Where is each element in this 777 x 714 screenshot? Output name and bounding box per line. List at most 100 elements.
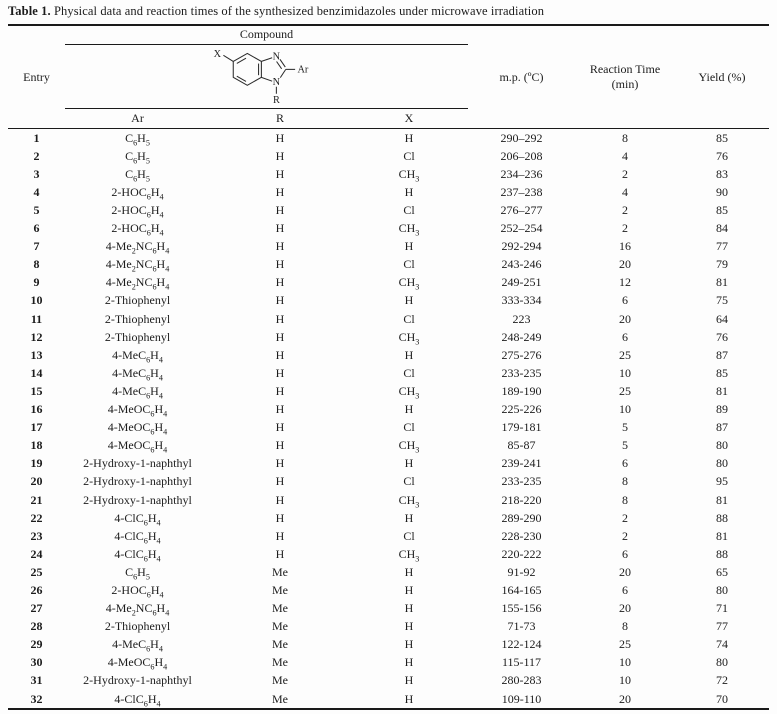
table-row: 26 2-HOC6H4 Me H 164-165 6 80 [8, 582, 769, 600]
col-header-entry: Entry [8, 25, 65, 130]
mp-cell: 233-235 [501, 365, 542, 380]
ar-cell: 2-Thiophenyl [104, 293, 171, 308]
x-cell: H [404, 510, 414, 525]
r-cell: H [275, 239, 285, 254]
table-row: 22 4-ClC6H4 H H 289-290 2 88 [8, 509, 769, 527]
table-row: 27 4-Me2NC6H4 Me H 155-156 20 71 [8, 600, 769, 618]
x-cell: H [404, 655, 414, 670]
entry-cell: 26 [30, 582, 43, 597]
reaction-time-cell: 8 [622, 492, 628, 507]
yield-cell: 64 [716, 311, 728, 326]
col-subheader-ar: Ar [65, 108, 210, 130]
r-cell: H [275, 311, 285, 326]
r-cell: Me [272, 637, 288, 652]
entry-cell: 22 [30, 510, 43, 525]
r-cell: Me [272, 655, 288, 670]
yield-cell: 65 [716, 564, 728, 579]
yield-cell: 76 [716, 148, 728, 163]
yield-cell: 80 [716, 655, 728, 670]
mp-cell: 275-276 [501, 347, 542, 362]
reaction-time-cell: 20 [619, 564, 631, 579]
col-header-yield: Yield (%) [675, 25, 769, 130]
r-cell: H [275, 365, 285, 380]
mp-cell: 252–254 [500, 221, 543, 236]
table-row: 18 4-MeOC6H4 H CH3 85-87 5 80 [8, 437, 769, 455]
r-cell: H [275, 347, 285, 362]
mp-cell: 85-87 [507, 438, 536, 453]
structure-ar-label: Ar [297, 65, 308, 76]
table-row: 25 C6H5 Me H 91-92 20 65 [8, 563, 769, 581]
ar-cell: 4-MeOC6H4 [107, 420, 168, 437]
mp-cell: 220-222 [501, 546, 542, 561]
mp-cell: 233-235 [501, 474, 542, 489]
yield-cell: 95 [716, 474, 728, 489]
mp-cell: 292-294 [501, 239, 542, 254]
x-cell: Cl [403, 311, 415, 326]
yield-cell: 81 [716, 528, 728, 543]
ar-cell: 2-Thiophenyl [104, 311, 171, 326]
ar-cell: 4-MeC6H4 [112, 637, 163, 654]
mp-cell: 249-251 [501, 275, 542, 290]
table-row: 10 2-Thiophenyl H H 333-334 6 75 [8, 292, 769, 310]
entry-cell: 3 [33, 166, 40, 181]
r-cell: H [275, 420, 285, 435]
r-cell: Me [272, 673, 288, 688]
entry-cell: 8 [33, 257, 40, 272]
entry-cell: 29 [30, 637, 43, 652]
x-cell: H [404, 402, 414, 417]
ar-cell: C6H5 [125, 564, 150, 582]
table-row: 28 2-Thiophenyl Me H 71-73 8 77 [8, 618, 769, 636]
yield-cell: 83 [716, 166, 728, 181]
reaction-time-cell: 6 [622, 329, 628, 344]
ar-cell: 2-Hydroxy-1-naphthyl [83, 673, 192, 688]
table-row: 3 C6H5 H CH3 234–236 2 83 [8, 165, 769, 183]
entry-cell: 24 [30, 546, 43, 561]
r-cell: H [275, 257, 285, 272]
reaction-time-cell: 4 [622, 184, 628, 199]
benzimidazole-structure-drawing: X N N Ar R [213, 49, 308, 106]
reaction-time-cell: 6 [622, 582, 628, 597]
x-cell: H [404, 347, 414, 362]
mp-cell: 290–292 [500, 130, 543, 145]
structure-n-bottom-label: N [272, 77, 280, 88]
ar-cell: 4-MeOC6H4 [107, 402, 168, 419]
reaction-time-cell: 16 [619, 239, 631, 254]
reaction-time-cell: 20 [619, 601, 631, 616]
yield-cell: 71 [716, 601, 728, 616]
reaction-time-cell: 2 [622, 221, 628, 236]
mp-cell: 223 [512, 311, 531, 326]
ar-cell: 2-Thiophenyl [104, 329, 171, 344]
reaction-time-cell: 4 [622, 148, 628, 163]
entry-cell: 31 [30, 673, 43, 688]
mp-cell: 243-246 [501, 257, 542, 272]
table-row: 14 4-MeC6H4 H Cl 233-235 10 85 [8, 364, 769, 382]
yield-cell: 81 [716, 383, 728, 398]
x-cell: Cl [403, 474, 415, 489]
mp-cell: 248-249 [501, 329, 542, 344]
mp-cell: 115-117 [501, 655, 542, 670]
bond-c-n-top [260, 57, 272, 62]
x-cell: Cl [403, 148, 415, 163]
entry-cell: 10 [30, 293, 43, 308]
mp-cell: 289-290 [501, 510, 542, 525]
mp-cell: 155-156 [501, 601, 542, 616]
table-row: 6 2-HOC6H4 H CH3 252–254 2 84 [8, 220, 769, 238]
reaction-time-cell: 10 [619, 402, 631, 417]
entry-cell: 5 [33, 203, 40, 218]
r-cell: H [275, 166, 285, 181]
benzene-ring [232, 52, 262, 86]
yield-cell: 70 [716, 691, 728, 706]
r-cell: H [275, 492, 285, 507]
x-bond [222, 54, 234, 62]
mp-cell: 234–236 [500, 166, 543, 181]
reaction-time-cell: 25 [619, 637, 631, 652]
yield-cell: 80 [716, 582, 728, 597]
table-row: 30 4-MeOC6H4 Me H 115-117 10 80 [8, 654, 769, 672]
entry-cell: 27 [30, 601, 43, 616]
paper-table-page: Table 1. Physical data and reaction time… [0, 4, 777, 714]
x-cell: H [404, 691, 414, 706]
reaction-time-cell: 8 [622, 474, 628, 489]
reaction-time-cell: 25 [619, 383, 631, 398]
mp-cell: 206–208 [500, 148, 543, 163]
r-cell: H [275, 293, 285, 308]
